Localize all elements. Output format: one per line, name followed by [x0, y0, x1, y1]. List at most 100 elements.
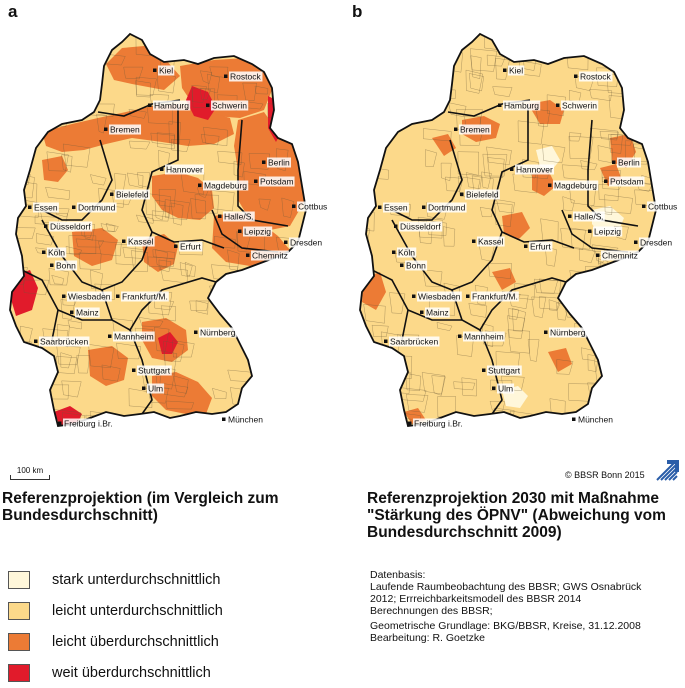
district-boundary — [440, 162, 452, 182]
city-marker: Kassel — [122, 236, 155, 247]
city-marker: Chemnitz — [246, 250, 289, 261]
district-boundary — [508, 308, 519, 320]
district-boundary — [313, 147, 325, 158]
state-boundary — [501, 231, 575, 249]
city-label: Bielefeld — [116, 190, 149, 200]
city-label: Halle/S. — [224, 212, 254, 222]
city-label: Mannheim — [464, 332, 504, 342]
city-label: Hamburg — [504, 101, 539, 111]
city-marker: Nürnberg — [194, 327, 237, 338]
district-boundary — [578, 248, 596, 264]
district-boundary — [363, 304, 386, 324]
district-boundary — [647, 86, 656, 108]
district-boundary — [49, 98, 65, 115]
district-boundary — [154, 199, 166, 221]
district-boundary — [312, 94, 332, 105]
city-label: Mainz — [426, 308, 449, 318]
district-boundary — [24, 96, 37, 114]
city-label: Nürnberg — [550, 328, 586, 338]
state-boundary — [237, 119, 289, 227]
city-label: Köln — [398, 248, 415, 258]
district-boundary — [200, 70, 213, 84]
district-boundary — [55, 45, 68, 54]
city-label: Schwerin — [212, 101, 247, 111]
district-boundary — [135, 76, 157, 96]
district-boundary — [465, 69, 483, 94]
city-marker: Schwerin — [206, 100, 249, 111]
district-boundary — [62, 143, 91, 168]
city-marker: Rostock — [574, 71, 613, 82]
district-boundary — [646, 68, 656, 87]
city-marker: München — [572, 414, 615, 425]
district-boundary — [127, 172, 144, 189]
district-boundary — [10, 93, 33, 113]
district-area — [432, 134, 456, 156]
city-marker: Cottbus — [292, 201, 329, 212]
district-boundary — [172, 340, 195, 358]
district-boundary — [581, 347, 597, 361]
district-area — [152, 372, 212, 414]
district-boundary — [283, 278, 297, 300]
district-area — [532, 170, 556, 196]
city-label: Freiburg i.Br. — [64, 419, 113, 429]
state-boundary — [129, 329, 153, 415]
district-boundary — [145, 193, 171, 218]
district-boundary — [422, 269, 443, 287]
city-label: München — [578, 415, 613, 425]
district-boundary — [55, 34, 81, 56]
city-marker: Mannheim — [108, 331, 155, 342]
district-boundary — [368, 95, 397, 115]
district-boundary — [22, 53, 41, 71]
district-boundary — [233, 160, 245, 178]
city-label: Halle/S. — [574, 212, 604, 222]
city-marker: Kiel — [153, 65, 175, 76]
city-marker: Dresden — [284, 237, 324, 248]
district-boundary — [469, 73, 484, 92]
city-label: Frankfurt/M. — [472, 292, 518, 302]
district-boundary — [264, 399, 278, 416]
city-label: Bremen — [110, 125, 140, 135]
district-boundary — [368, 105, 393, 124]
city-label: Bielefeld — [466, 190, 499, 200]
city-marker: Düsseldorf — [44, 221, 93, 232]
city-label: Ulm — [498, 384, 513, 394]
city-label: Mainz — [76, 308, 99, 318]
legend-swatch — [8, 632, 30, 651]
district-boundary — [128, 388, 153, 408]
district-area — [536, 146, 560, 170]
city-label: Hannover — [516, 165, 553, 175]
district-boundary — [217, 151, 243, 165]
district-boundary — [647, 291, 656, 311]
district-boundary — [45, 186, 71, 200]
district-boundary — [649, 61, 656, 72]
district-boundary — [163, 422, 177, 426]
district-boundary — [360, 357, 372, 381]
city-label: Bonn — [406, 261, 426, 271]
district-boundary — [179, 39, 196, 54]
city-marker: Kiel — [503, 65, 525, 76]
district-boundary — [11, 121, 39, 130]
district-boundary — [130, 250, 148, 273]
scale-bar-label: 100 km — [16, 466, 44, 475]
district-boundary — [258, 333, 278, 349]
district-boundary — [663, 362, 682, 374]
district-boundary — [98, 241, 122, 257]
district-boundary — [507, 315, 526, 339]
district-boundary — [669, 379, 681, 394]
district-area — [106, 46, 180, 90]
district-boundary — [580, 160, 598, 171]
city-label: Dresden — [640, 238, 672, 248]
city-label: Magdeburg — [554, 181, 597, 191]
city-label: Wiesbaden — [68, 292, 111, 302]
district-boundary — [492, 86, 513, 97]
state-boundary — [21, 269, 59, 341]
copyright-text: © BBSR Bonn 2015 — [565, 470, 645, 480]
district-boundary — [517, 120, 545, 145]
district-area — [502, 212, 530, 240]
state-boundary — [151, 231, 225, 249]
district-boundary — [168, 121, 181, 144]
district-boundary — [387, 98, 408, 112]
city-marker: München — [222, 414, 265, 425]
district-boundary — [190, 198, 206, 220]
city-label: Wiesbaden — [418, 292, 461, 302]
